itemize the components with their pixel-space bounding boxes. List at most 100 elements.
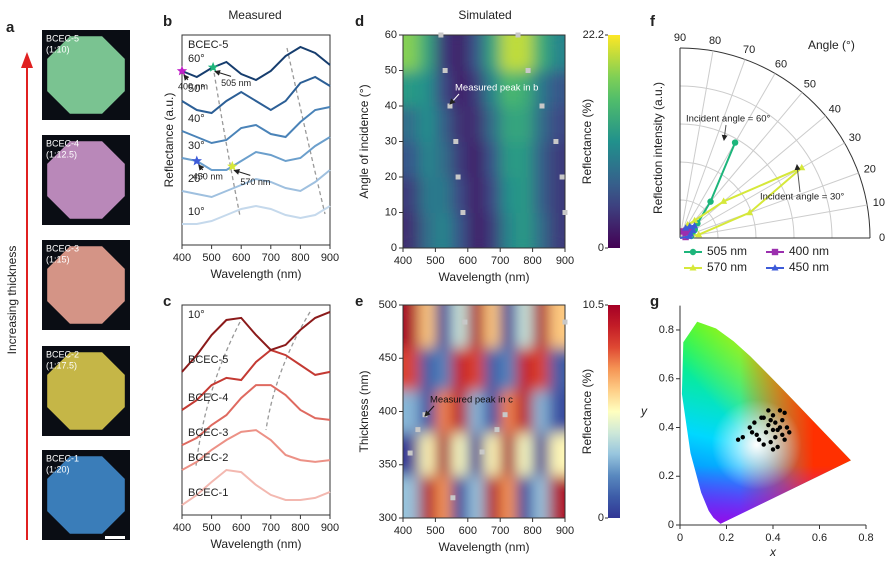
- point: [782, 410, 787, 416]
- polar-spoke: [679, 204, 868, 239]
- peak-tracks: [195, 47, 326, 467]
- x-tick-label: 500: [426, 255, 444, 267]
- heat-cell: [532, 212, 550, 248]
- measured-peak: [494, 427, 500, 433]
- colorbar-tick-label: 22.2: [583, 29, 604, 41]
- measured-peak: [559, 174, 565, 180]
- sample-name: BCEC-5: [46, 33, 79, 43]
- point: [756, 437, 762, 442]
- sample-crystal: [47, 352, 125, 430]
- heat-cell: [500, 305, 517, 349]
- theta-tick-label: 20: [864, 164, 876, 176]
- x-axis-label: Wavelength (nm): [439, 540, 530, 554]
- heat-cell: [516, 212, 534, 248]
- marker: [687, 230, 695, 237]
- heat-cell: [500, 390, 517, 434]
- heat-cell: [435, 212, 453, 248]
- curve: [182, 204, 331, 225]
- heat-cell: [467, 347, 485, 391]
- heat-cell: [419, 70, 436, 107]
- annotation-arrow: [424, 405, 435, 417]
- scale-bar: [105, 536, 125, 539]
- heat-cell: [403, 106, 420, 142]
- series-label: 20°: [188, 173, 205, 185]
- heat-cell: [403, 35, 420, 71]
- heat-cell: [484, 106, 501, 142]
- peak-label: 505 nm: [221, 78, 251, 88]
- x-tick-label: 800: [291, 522, 309, 534]
- curve: [181, 384, 331, 446]
- measured-peak: [453, 139, 459, 144]
- heat-cell: [532, 390, 550, 434]
- sample-crystal: [47, 36, 125, 114]
- legend-label: 570 nm: [707, 260, 747, 274]
- panel-letter: b: [163, 13, 172, 30]
- heat-cell: [516, 35, 534, 71]
- curve: [181, 106, 331, 145]
- heat-cell: [435, 432, 453, 476]
- legend-label: 505 nm: [707, 244, 747, 258]
- series-label: BCEC-3: [188, 427, 228, 439]
- sample-name: BCEC-4: [46, 138, 79, 148]
- curve: [181, 429, 331, 471]
- colorbar: [608, 305, 620, 518]
- point: [784, 425, 790, 430]
- marker: [691, 216, 699, 224]
- heat-cell: [532, 106, 550, 142]
- polar-ring: [679, 123, 795, 239]
- heat-cell: [484, 35, 501, 71]
- heat-cell: [467, 141, 485, 178]
- heat-cell: [548, 141, 565, 178]
- annotation: Incident angle = 30°: [760, 192, 845, 203]
- legend-marker: [771, 248, 779, 256]
- heat-cell: [467, 390, 485, 434]
- series-label: 40°: [188, 113, 205, 125]
- series-label: BCEC-1: [188, 487, 228, 499]
- annotation: Measured peak in c: [430, 395, 513, 406]
- sample-ratio: (1:12.5): [46, 149, 77, 159]
- heat-cell: [484, 390, 501, 434]
- point: [770, 447, 776, 452]
- x-tick-label: 0.2: [719, 532, 734, 544]
- heat-cell: [419, 106, 436, 142]
- peak-marker: [227, 160, 238, 171]
- sample-name: BCEC-1: [46, 453, 79, 463]
- point: [754, 432, 759, 438]
- theta-tick-label: 90: [674, 32, 686, 44]
- x-tick-label: 0.6: [812, 532, 827, 544]
- point: [770, 413, 776, 418]
- x-tick-label: 900: [556, 525, 574, 537]
- sample-name: BCEC-2: [46, 349, 79, 359]
- heat-cell: [532, 475, 550, 518]
- annotation-arrow: [214, 70, 232, 77]
- heat-cell: [548, 432, 565, 476]
- polar-spoke: [679, 172, 859, 239]
- peak-marker: [176, 65, 188, 76]
- heat-cell: [419, 347, 436, 391]
- curve: [181, 169, 331, 199]
- heat-cell: [419, 475, 436, 518]
- point: [780, 417, 785, 423]
- x-tick-label: 600: [459, 255, 477, 267]
- x-tick-label: 700: [262, 522, 280, 534]
- colorbar-tick-label: 0: [598, 512, 604, 524]
- x-tick-label: 400: [394, 525, 412, 537]
- polar-ring: [679, 161, 757, 239]
- sample-crystal: [47, 246, 125, 324]
- x-tick-label: 500: [202, 522, 220, 534]
- y-tick-label: 50: [385, 64, 397, 76]
- x-tick-label: 400: [173, 522, 191, 534]
- heat-cell: [484, 305, 501, 349]
- x-tick-label: 600: [459, 525, 477, 537]
- heat-cell: [419, 432, 436, 476]
- heat-cell: [532, 177, 550, 213]
- theta-tick-label: 60: [775, 59, 787, 71]
- point: [766, 422, 771, 428]
- x-tick-label: 700: [491, 255, 509, 267]
- heat-cell: [435, 141, 453, 178]
- heat-cell: [484, 432, 501, 476]
- colorbar-tick-label: 10.5: [583, 299, 604, 311]
- heat-cell: [500, 177, 517, 213]
- panel-letter: e: [355, 293, 363, 310]
- annotation-arrow: [794, 164, 801, 193]
